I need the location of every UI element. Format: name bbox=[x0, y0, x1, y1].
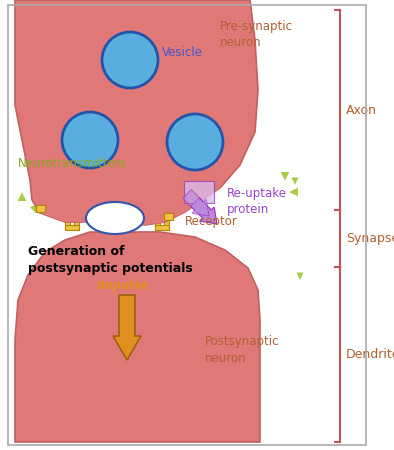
Polygon shape bbox=[94, 132, 103, 140]
FancyBboxPatch shape bbox=[111, 217, 116, 230]
FancyBboxPatch shape bbox=[155, 217, 160, 230]
Text: Re-uptake
protein: Re-uptake protein bbox=[227, 188, 287, 216]
FancyBboxPatch shape bbox=[164, 217, 169, 230]
Polygon shape bbox=[125, 187, 133, 197]
Polygon shape bbox=[182, 134, 191, 142]
Polygon shape bbox=[199, 134, 208, 142]
Polygon shape bbox=[281, 172, 289, 181]
FancyBboxPatch shape bbox=[155, 225, 169, 230]
Text: Neurotransmitters: Neurotransmitters bbox=[18, 157, 127, 170]
Polygon shape bbox=[124, 66, 131, 75]
Text: Receptor: Receptor bbox=[185, 216, 238, 229]
Polygon shape bbox=[15, 232, 260, 442]
FancyBboxPatch shape bbox=[111, 225, 125, 230]
FancyArrow shape bbox=[191, 198, 217, 224]
FancyBboxPatch shape bbox=[184, 181, 214, 203]
Polygon shape bbox=[15, 0, 258, 225]
FancyArrow shape bbox=[183, 190, 209, 216]
Polygon shape bbox=[84, 145, 91, 154]
Polygon shape bbox=[143, 202, 153, 210]
Text: Dendrite: Dendrite bbox=[346, 348, 394, 361]
Text: Generation of
postsynaptic potentials: Generation of postsynaptic potentials bbox=[28, 245, 193, 275]
Polygon shape bbox=[72, 174, 81, 182]
Bar bbox=[8, 177, 313, 232]
FancyBboxPatch shape bbox=[65, 225, 79, 230]
Circle shape bbox=[102, 32, 158, 88]
Polygon shape bbox=[134, 52, 143, 60]
Polygon shape bbox=[116, 174, 124, 183]
Circle shape bbox=[167, 114, 223, 170]
Polygon shape bbox=[76, 132, 85, 140]
Polygon shape bbox=[189, 148, 196, 157]
Polygon shape bbox=[289, 188, 298, 196]
FancyBboxPatch shape bbox=[164, 213, 173, 220]
Circle shape bbox=[62, 112, 118, 168]
FancyBboxPatch shape bbox=[74, 217, 79, 230]
Text: Postsynaptic
neuron: Postsynaptic neuron bbox=[205, 336, 279, 364]
Text: Impulse: Impulse bbox=[97, 279, 149, 292]
Polygon shape bbox=[52, 195, 60, 205]
Polygon shape bbox=[18, 192, 26, 201]
Polygon shape bbox=[189, 188, 198, 196]
FancyArrow shape bbox=[113, 295, 141, 360]
Polygon shape bbox=[75, 202, 85, 210]
FancyBboxPatch shape bbox=[120, 217, 125, 230]
Polygon shape bbox=[94, 183, 104, 191]
Text: Synapse: Synapse bbox=[346, 232, 394, 245]
Ellipse shape bbox=[86, 202, 144, 234]
Polygon shape bbox=[297, 273, 303, 280]
Polygon shape bbox=[30, 204, 39, 213]
Polygon shape bbox=[156, 177, 164, 186]
Polygon shape bbox=[110, 197, 120, 206]
Polygon shape bbox=[117, 52, 126, 60]
Polygon shape bbox=[162, 183, 170, 193]
Text: Pre-synaptic
neuron: Pre-synaptic neuron bbox=[220, 20, 293, 49]
FancyBboxPatch shape bbox=[36, 205, 45, 212]
Polygon shape bbox=[33, 175, 43, 183]
Text: Vesicle: Vesicle bbox=[162, 46, 203, 59]
FancyBboxPatch shape bbox=[65, 217, 70, 230]
Polygon shape bbox=[64, 189, 72, 198]
Polygon shape bbox=[176, 194, 184, 203]
Text: Axon: Axon bbox=[346, 104, 377, 117]
Polygon shape bbox=[40, 180, 220, 225]
Polygon shape bbox=[39, 184, 48, 192]
Polygon shape bbox=[292, 177, 299, 185]
